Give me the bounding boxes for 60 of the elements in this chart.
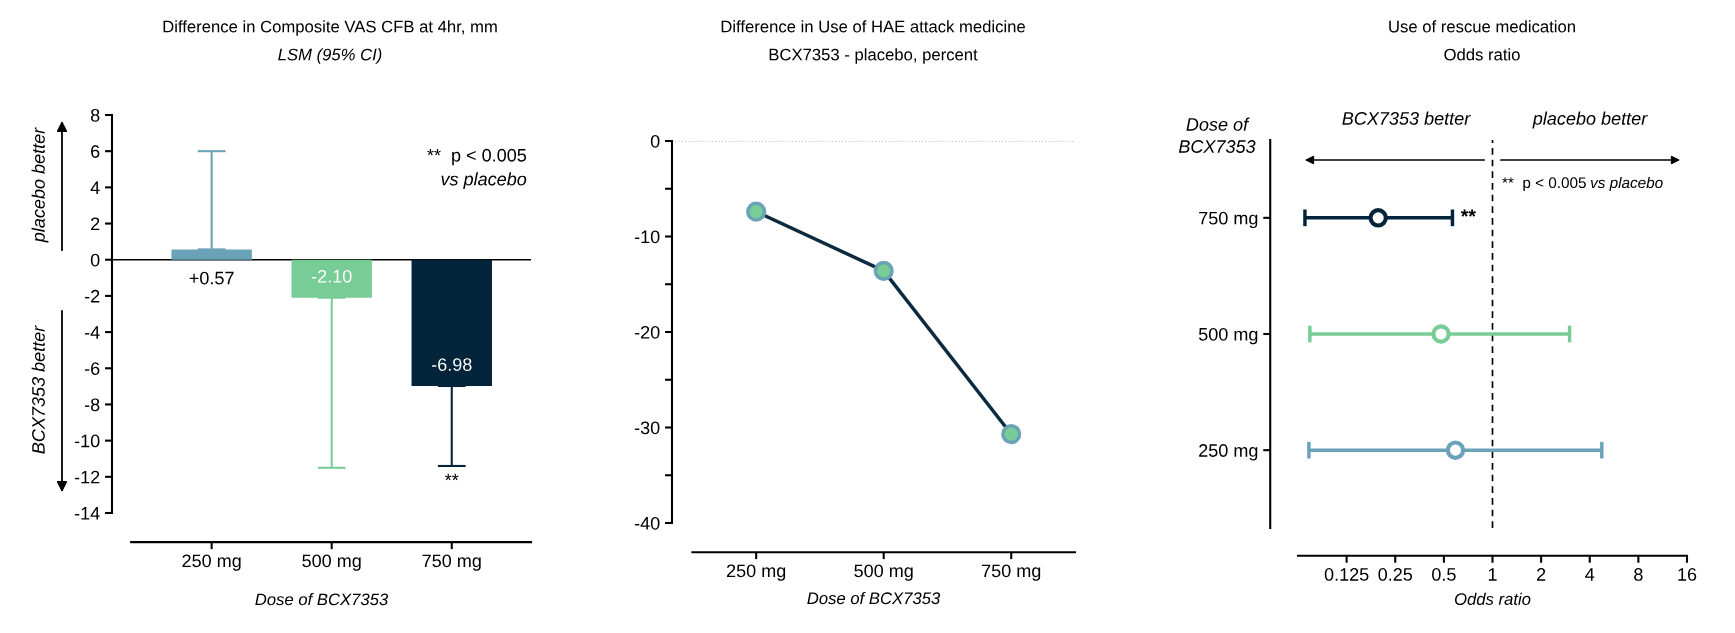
annotation: ** xyxy=(445,473,459,481)
y-tick-label: -2 xyxy=(84,289,100,303)
x-tick-label: 250 mg xyxy=(182,554,241,571)
chart-subtitle: Odds ratio xyxy=(1444,48,1520,61)
annotation: ** xyxy=(1460,209,1476,217)
data-label: -6.98 xyxy=(431,358,472,371)
chart-title: Difference in Use of HAE attack medicine xyxy=(721,20,1025,33)
x-tick-label: 0.25 xyxy=(1378,568,1413,581)
chart-title: Difference in Composite VAS CFB at 4hr, mm xyxy=(163,20,497,36)
y-tick-label: -14 xyxy=(74,507,100,520)
text: BCX7353 better xyxy=(1342,111,1471,125)
x-tick-label: 4 xyxy=(1585,568,1595,581)
x-tick-label: 16 xyxy=(1678,568,1697,581)
y-tick-label: -10 xyxy=(74,434,100,448)
x-axis-title: Dose of BCX7353 xyxy=(255,593,389,606)
text: placebo better xyxy=(31,127,49,243)
x-tick-label: 250 mg xyxy=(726,564,786,581)
x-tick-label: 8 xyxy=(1634,568,1643,581)
y-tick-label: -30 xyxy=(634,421,660,435)
y-tick-label: -10 xyxy=(634,230,660,244)
x-tick-label: 2 xyxy=(1537,568,1546,581)
data-label: +0.57 xyxy=(189,271,234,285)
y-tick-label: 2 xyxy=(91,217,100,231)
y-tick-label: 250 mg xyxy=(1199,444,1258,461)
x-tick-label: 500 mg xyxy=(302,554,361,571)
y-tick-label: -12 xyxy=(74,470,100,484)
y-tick-label: -6 xyxy=(84,362,100,375)
y-tick-label: 6 xyxy=(91,145,100,158)
x-axis-title: Odds ratio xyxy=(1454,592,1531,605)
x-tick-label: 750 mg xyxy=(982,564,1041,581)
text: placebo better xyxy=(1532,111,1648,129)
y-tick-label: -20 xyxy=(634,325,660,339)
x-tick-label: 1 xyxy=(1488,568,1497,581)
x-axis-title: Dose of BCX7353 xyxy=(807,591,941,605)
y-tick-label: 500 mg xyxy=(1198,327,1258,345)
y-tick-label: -40 xyxy=(634,516,660,530)
annotation: ** p < 0.005 xyxy=(427,148,527,166)
y-tick-label: 0 xyxy=(650,134,660,148)
annotation: ** p < 0.005 xyxy=(1502,177,1586,192)
x-tick-label: 0.5 xyxy=(1432,568,1456,581)
point xyxy=(873,260,894,281)
x-tick-label: 500 mg xyxy=(854,564,913,581)
data-label: -2.10 xyxy=(311,269,352,283)
y-tick-label: 0 xyxy=(90,253,100,267)
y-tick-label: 750 mg xyxy=(1199,211,1258,229)
y-tick-label: 4 xyxy=(90,181,100,194)
y-tick-label: 8 xyxy=(90,108,100,122)
chart-subtitle: BCX7353 - placebo, percent xyxy=(769,48,978,64)
y-tick-label: -4 xyxy=(84,326,100,339)
point xyxy=(746,201,767,222)
text: BCX7353 better xyxy=(31,325,45,454)
point xyxy=(1001,424,1022,445)
chart-title: Use of rescue medication xyxy=(1389,20,1575,33)
y-axis-title: Dose of BCX7353 xyxy=(1178,117,1256,153)
chart-subtitle: LSM (95% CI) xyxy=(278,48,382,64)
annotation: vs placebo xyxy=(1590,176,1663,192)
x-tick-label: 0.125 xyxy=(1324,568,1369,581)
x-tick-label: 750 mg xyxy=(422,554,481,571)
annotation: vs placebo xyxy=(441,172,527,190)
y-tick-label: -8 xyxy=(84,398,100,412)
